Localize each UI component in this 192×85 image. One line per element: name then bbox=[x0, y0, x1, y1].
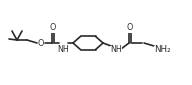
Text: NH₂: NH₂ bbox=[154, 45, 170, 54]
Text: NH: NH bbox=[110, 45, 122, 54]
Text: O: O bbox=[50, 23, 56, 32]
Text: O: O bbox=[38, 39, 44, 48]
Text: NH: NH bbox=[57, 45, 69, 54]
Text: O: O bbox=[127, 23, 133, 32]
